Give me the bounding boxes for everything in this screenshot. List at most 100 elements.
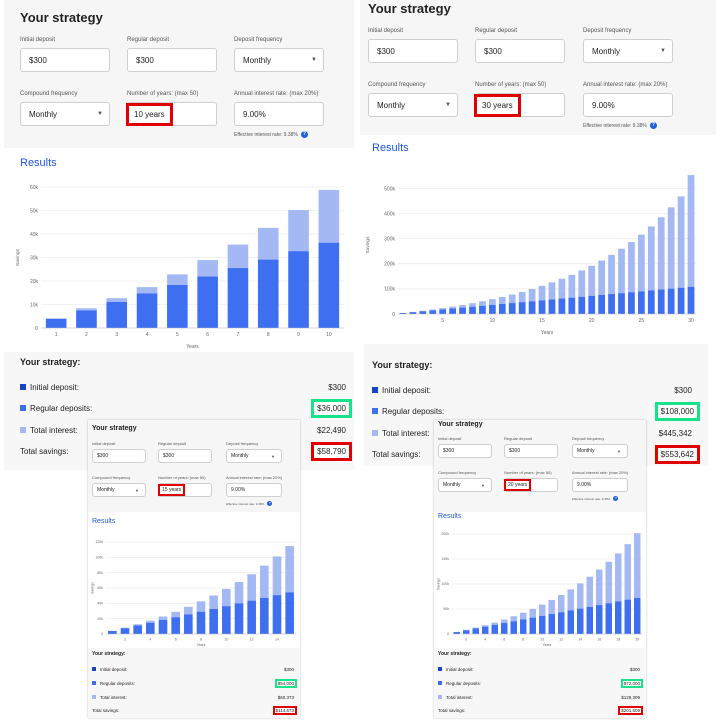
deposit-frequency-value: Monthly [577, 448, 595, 454]
x-tick-label: 10 [326, 332, 332, 338]
info-icon[interactable]: ? [300, 131, 308, 138]
y-tick-label: 0 [101, 632, 103, 636]
regular-deposit-value: $300 [484, 46, 502, 56]
x-tick-label: 1 [55, 332, 58, 338]
number-of-years-input[interactable]: 20 years [503, 478, 558, 492]
regular-deposit-input[interactable]: $300 [158, 449, 212, 463]
info-icon[interactable]: ? [267, 501, 273, 506]
initial-deposit-input[interactable]: $300 [368, 39, 458, 63]
summary-title: Your strategy: [92, 651, 126, 657]
bar-deposit [285, 592, 294, 634]
chevron-down-icon: ▼ [617, 448, 621, 454]
deposit-frequency-select[interactable]: Monthly ▼ [572, 444, 628, 458]
bar-interest [657, 217, 665, 290]
compound-frequency-select[interactable]: Monthly ▼ [438, 478, 492, 492]
y-tick-label: 60k [30, 185, 39, 191]
deposit-frequency-select[interactable]: Monthly ▼ [226, 449, 282, 463]
years-highlight: 30 years [474, 93, 521, 117]
years-value: 10 years [134, 109, 165, 119]
bar-interest [167, 274, 188, 285]
bar-interest [588, 265, 596, 296]
savings-chart: 0 10k 20k 30k 40k 50k 60k Savings 1 2 3 4 5 6 7 8 9 10 Yea… [15, 185, 344, 350]
y-tick-label: 40k [30, 232, 39, 238]
x-tick-label: 6 [503, 638, 505, 642]
summary-total-label: Total savings: [438, 707, 466, 713]
regular-deposit-input[interactable]: $300 [127, 48, 217, 72]
interest-swatch [372, 430, 378, 436]
y-tick-label: 200k [441, 532, 449, 536]
chevron-down-icon: ▼ [311, 57, 317, 63]
compound-frequency-value: Monthly [97, 487, 115, 493]
info-icon[interactable]: ? [613, 496, 619, 501]
x-tick-label: 4 [149, 638, 151, 642]
deposit-frequency-select[interactable]: Monthly ▼ [234, 48, 324, 72]
strategy-title: Your strategy [92, 425, 137, 432]
summary: Your strategy: Initial deposit: $300 Regu… [88, 648, 300, 718]
bar-interest [288, 210, 309, 252]
bar-deposit [677, 287, 685, 314]
bar-interest [647, 226, 655, 291]
regular-deposit-label: Regular deposit [475, 28, 518, 34]
summary-regular-row: Regular deposits: $54,000 [88, 678, 300, 688]
number-of-years-input[interactable]: 30 years [474, 93, 565, 117]
compound-frequency-select[interactable]: Monthly ▼ [92, 483, 146, 497]
summary-title: Your strategy: [372, 360, 433, 370]
y-tick-label: 80k [97, 571, 103, 575]
bar-interest [539, 604, 546, 616]
bar-interest [615, 553, 622, 602]
bar-interest [518, 291, 526, 303]
regular-deposit-value: $300 [509, 448, 521, 454]
annual-rate-input[interactable]: 9.00% [234, 102, 324, 126]
chevron-down-icon: ▼ [445, 102, 451, 108]
calculator-10-years: Your strategy Initial deposit $300 Regul… [4, 0, 354, 470]
y-tick-label: 100k [95, 556, 103, 560]
summary-total-value: $114,673 [272, 705, 298, 715]
deposit-frequency-select[interactable]: Monthly ▼ [583, 39, 673, 63]
bar-interest [76, 308, 97, 311]
regular-deposit-input[interactable]: $300 [475, 39, 565, 63]
bar-deposit [439, 309, 447, 314]
annual-rate-input[interactable]: 9.00% [572, 478, 628, 492]
y-tick-label: 0 [447, 632, 449, 636]
bar-deposit [578, 296, 586, 314]
compound-frequency-select[interactable]: Monthly ▼ [20, 102, 110, 126]
bar-deposit [491, 624, 498, 634]
regular-deposit-value: $300 [136, 55, 154, 65]
bar-interest [618, 248, 625, 294]
number-of-years-input[interactable]: 10 years [126, 102, 217, 126]
strategy-title: Your strategy [438, 421, 483, 428]
annual-rate-input[interactable]: 9.00% [583, 93, 673, 117]
summary-regular-label: Regular deposits: [446, 680, 482, 686]
initial-deposit-input[interactable]: $300 [20, 48, 110, 72]
initial-deposit-value: $300 [97, 453, 109, 459]
info-icon[interactable]: ? [649, 122, 657, 129]
summary-regular-label: Regular deposits: [382, 406, 445, 416]
compound-frequency-label: Compound frequency [20, 91, 78, 97]
bar-interest [548, 600, 555, 615]
annual-rate-value: 9.00% [243, 109, 266, 119]
results-title: Results [438, 513, 462, 520]
initial-deposit-input[interactable]: $300 [92, 449, 146, 463]
initial-swatch [438, 667, 442, 671]
initial-deposit-value: $300 [443, 448, 455, 454]
bar-interest [197, 260, 218, 277]
annual-rate-input[interactable]: 9.00% [226, 483, 282, 497]
savings-chart: 0 100k 200k 300k 400k 500k Savings 5 10 15 20 25 30 Y… [365, 175, 696, 336]
summary-interest-label: Total interest: [446, 694, 473, 700]
x-tick-label: 20 [589, 318, 595, 324]
number-of-years-input[interactable]: 15 years [157, 483, 212, 497]
effective-rate: Effective interest rate: 9.38%? [572, 496, 619, 501]
summary-regular-value: $72,000 [620, 678, 644, 688]
summary-initial-row: Initial deposit: $300 [364, 384, 708, 396]
x-tick-label: 2 [465, 638, 467, 642]
bar-deposit [520, 619, 527, 634]
bar-interest [260, 565, 269, 598]
x-tick-label: 7 [237, 332, 240, 338]
bar-interest [158, 616, 168, 620]
initial-deposit-value: $300 [29, 55, 47, 65]
compound-frequency-select[interactable]: Monthly ▼ [368, 93, 458, 117]
deposit-frequency-label: Deposit frequency [572, 436, 605, 441]
bar-interest [318, 189, 340, 243]
initial-deposit-input[interactable]: $300 [438, 444, 492, 458]
regular-deposit-input[interactable]: $300 [504, 444, 558, 458]
